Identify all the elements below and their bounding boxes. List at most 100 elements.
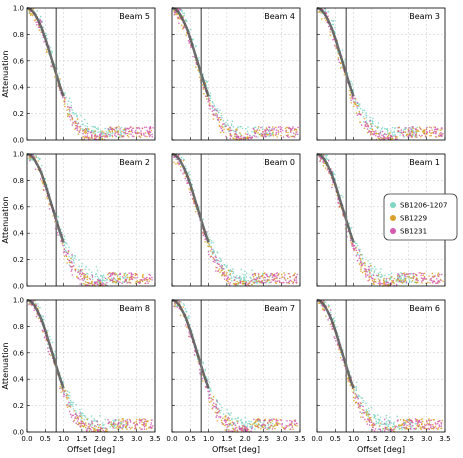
scatter-point <box>112 132 114 134</box>
scatter-point <box>94 430 96 432</box>
scatter-point <box>90 415 93 417</box>
scatter-point <box>116 275 119 277</box>
scatter-point <box>67 100 70 102</box>
scatter-point <box>377 421 380 424</box>
scatter-point <box>114 132 116 135</box>
scatter-point <box>371 128 373 130</box>
scatter-point <box>223 123 225 125</box>
scatter-point <box>377 278 380 280</box>
scatter-point <box>188 188 190 190</box>
scatter-point <box>377 122 380 124</box>
scatter-point <box>81 424 83 427</box>
scatter-point <box>237 277 239 280</box>
scatter-point <box>66 398 68 400</box>
scatter-point <box>74 417 77 420</box>
scatter-point <box>379 418 381 421</box>
scatter-point <box>324 167 327 169</box>
scatter-point <box>80 420 83 423</box>
scatter-point <box>223 272 225 274</box>
scatter-point <box>85 284 87 286</box>
scatter-point <box>233 279 236 281</box>
scatter-point <box>33 155 35 158</box>
scatter-point <box>354 393 357 395</box>
scatter-point <box>49 335 51 338</box>
scatter-point <box>123 273 126 275</box>
scatter-point <box>394 126 397 129</box>
scatter-point <box>406 419 408 422</box>
scatter-point <box>402 131 405 134</box>
scatter-point <box>416 424 418 427</box>
scatter-point <box>292 281 295 283</box>
scatter-point <box>138 132 140 134</box>
scatter-point <box>111 134 113 137</box>
scatter-point <box>37 157 40 159</box>
scatter-point <box>143 418 145 420</box>
scatter-point <box>383 127 386 130</box>
scatter-point <box>401 274 403 277</box>
scatter-point <box>357 397 360 400</box>
scatter-point <box>132 127 134 130</box>
scatter-point <box>414 418 417 420</box>
scatter-point <box>390 422 393 424</box>
scatter-point <box>84 132 87 135</box>
scatter-point <box>88 268 90 271</box>
scatter-point <box>396 277 399 280</box>
scatter-point <box>264 281 267 284</box>
scatter-point <box>216 107 218 110</box>
scatter-point <box>252 128 255 130</box>
scatter-point <box>219 109 221 111</box>
scatter-point <box>208 253 210 256</box>
scatter-point <box>79 125 81 128</box>
scatter-point <box>381 130 384 133</box>
scatter-point <box>142 421 145 424</box>
scatter-point <box>185 20 188 22</box>
scatter-point <box>133 427 136 430</box>
scatter-point <box>269 133 271 135</box>
scatter-point <box>224 429 226 431</box>
scatter-point <box>136 132 138 135</box>
scatter-point <box>338 348 340 351</box>
scatter-point <box>261 126 264 128</box>
scatter-point <box>407 275 409 278</box>
scatter-point <box>235 131 237 134</box>
legend-marker <box>390 202 396 208</box>
scatter-point <box>145 278 147 280</box>
scatter-point <box>386 130 389 132</box>
scatter-point <box>76 118 79 120</box>
scatter-point <box>419 426 422 428</box>
scatter-point <box>436 277 438 280</box>
scatter-point <box>218 121 221 123</box>
scatter-point <box>132 135 135 138</box>
scatter-point <box>71 266 73 268</box>
scatter-point <box>141 421 143 423</box>
scatter-point <box>411 131 414 134</box>
scatter-point <box>387 281 389 284</box>
scatter-point <box>229 132 232 135</box>
scatter-point <box>212 407 214 409</box>
scatter-point <box>266 428 268 431</box>
scatter-point <box>99 131 101 133</box>
scatter-point <box>143 134 145 136</box>
scatter-point <box>216 266 218 269</box>
scatter-point <box>292 282 294 285</box>
scatter-point <box>264 424 267 427</box>
scatter-point <box>219 271 221 274</box>
scatter-point <box>368 421 371 423</box>
scatter-point <box>362 416 364 419</box>
scatter-point <box>81 277 84 280</box>
scatter-point <box>368 265 370 268</box>
scatter-point <box>91 430 93 432</box>
scatter-point <box>359 121 361 124</box>
scatter-point <box>267 275 269 278</box>
scatter-point <box>78 259 80 261</box>
scatter-point <box>204 385 207 388</box>
scatter-point <box>372 414 375 416</box>
scatter-point <box>355 386 358 388</box>
scatter-point <box>230 124 233 127</box>
scatter-point <box>430 279 433 282</box>
scatter-point <box>99 414 101 417</box>
scatter-point <box>411 133 413 135</box>
scatter-point <box>418 126 421 129</box>
scatter-point <box>294 419 297 422</box>
scatter-point <box>241 127 244 130</box>
